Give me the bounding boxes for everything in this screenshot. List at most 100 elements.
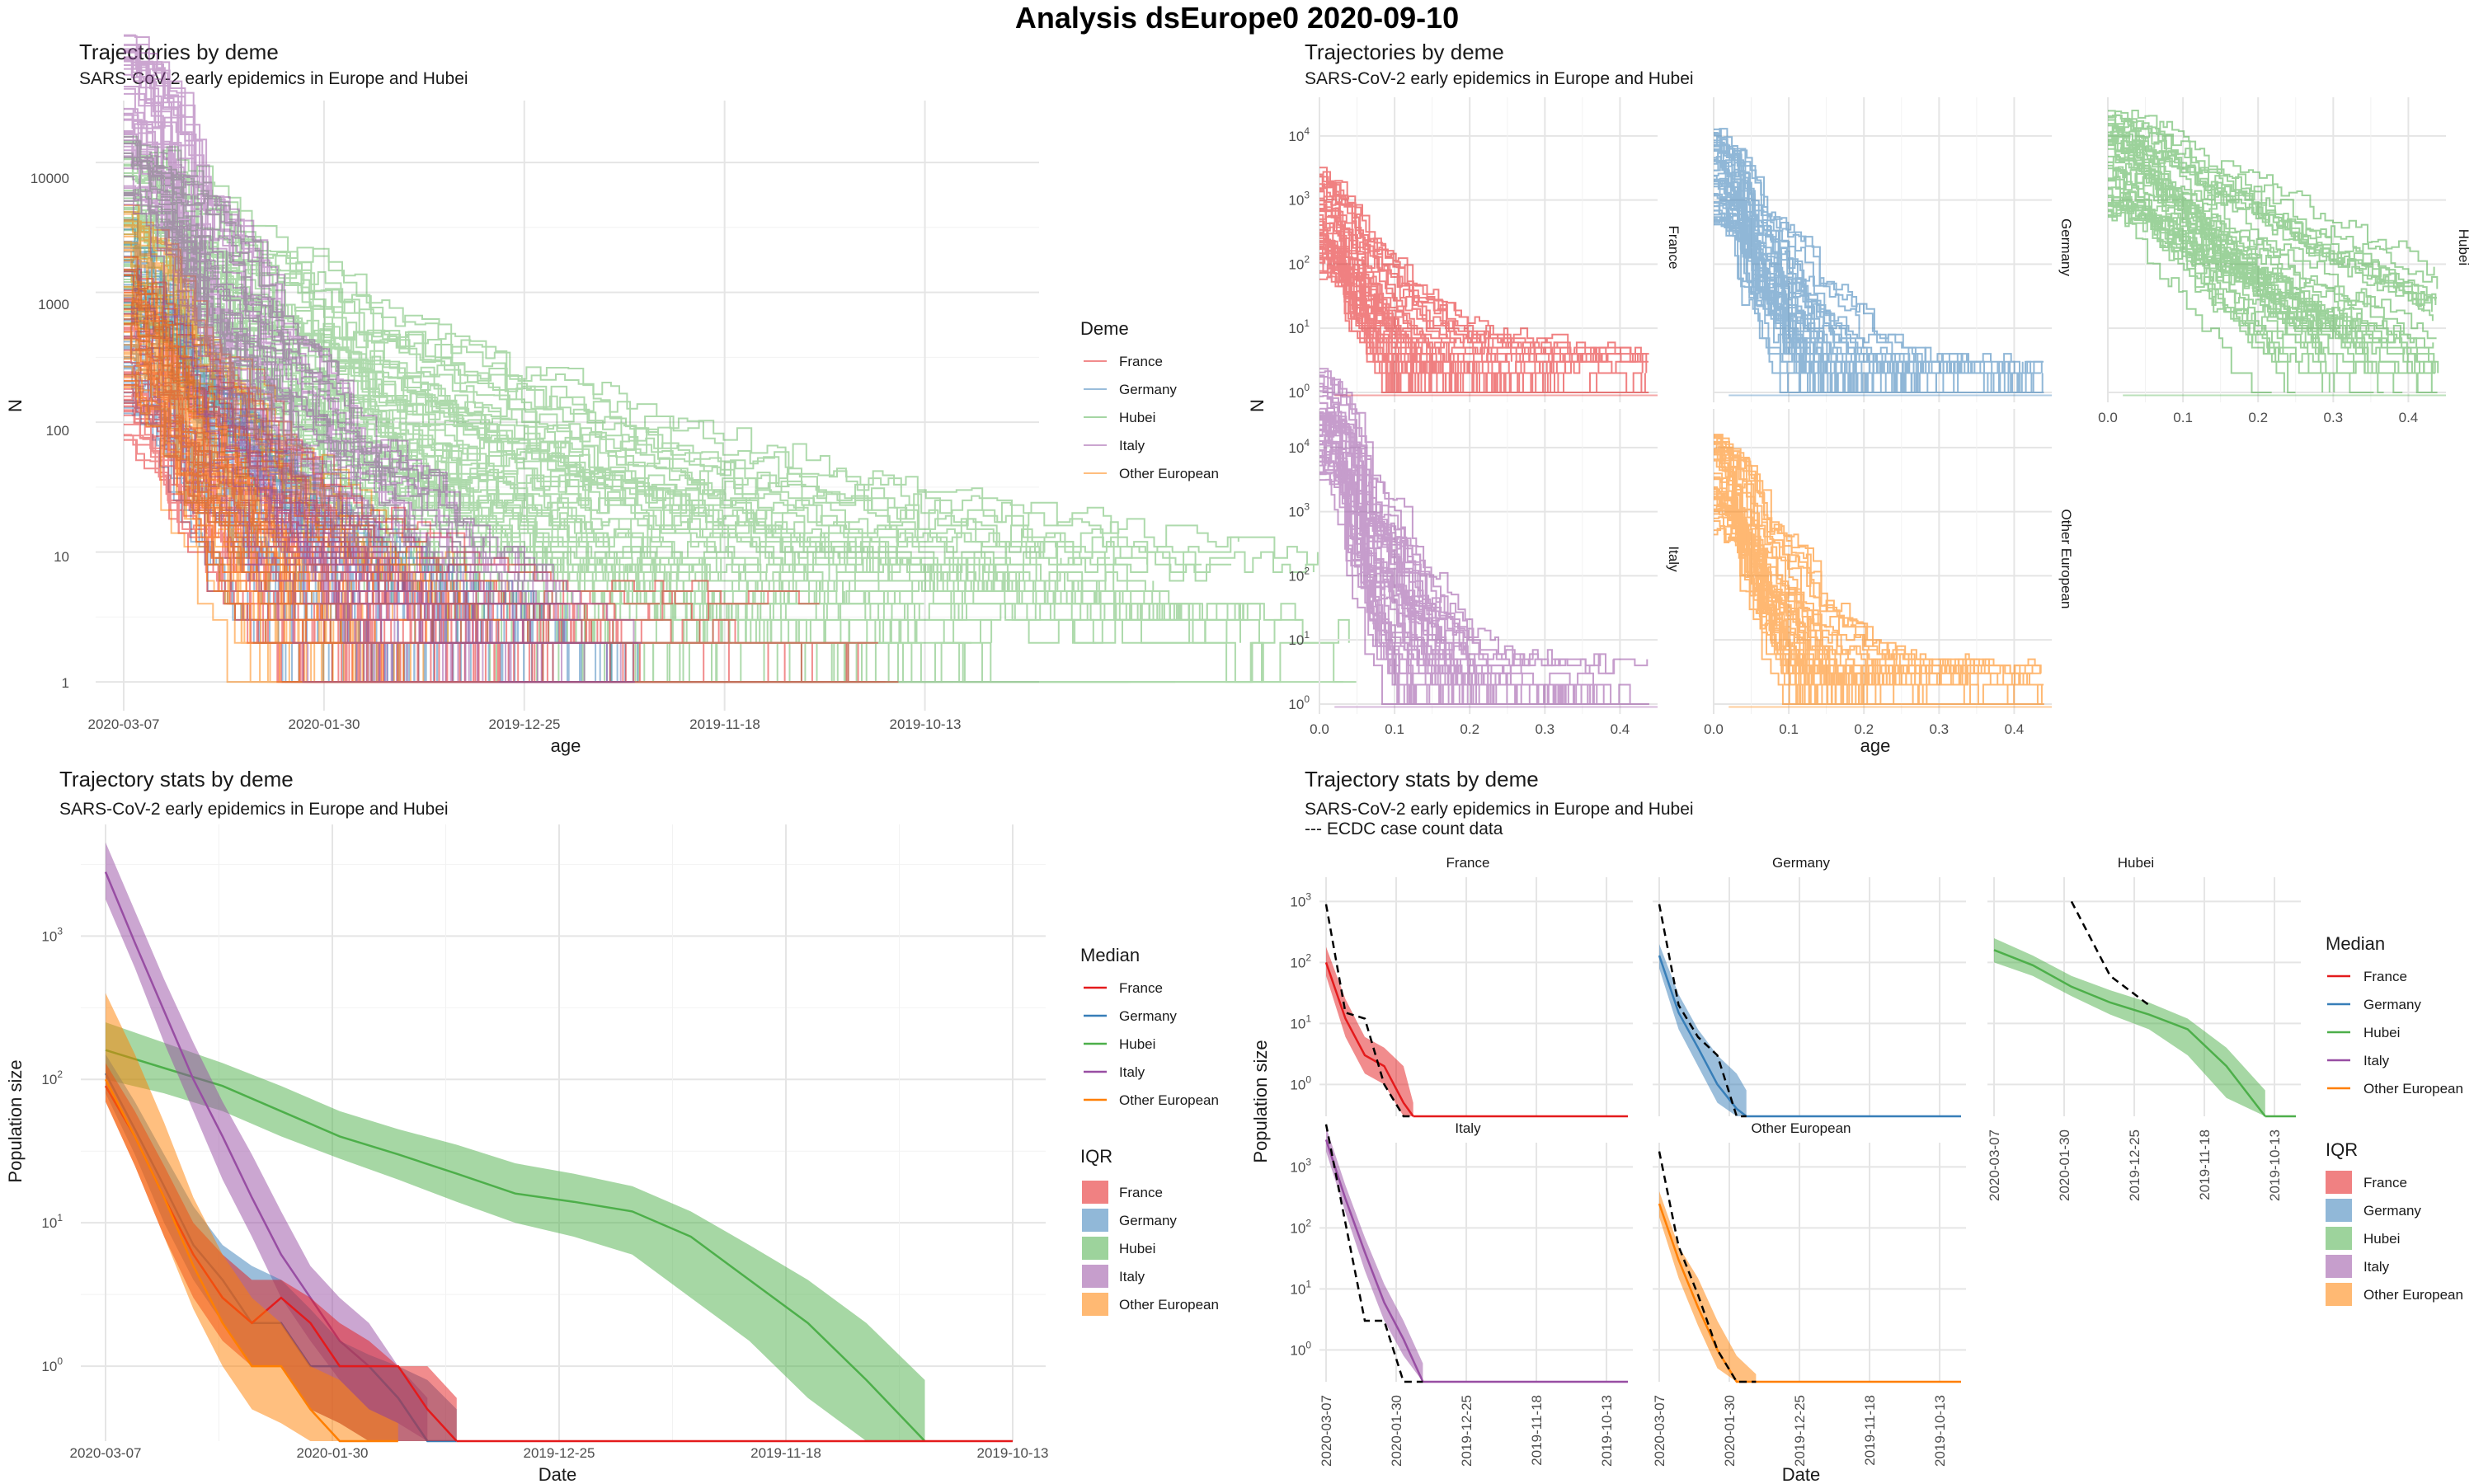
facet-xtick: 2019-11-18: [1862, 1395, 1878, 1466]
trajectory-line: [1319, 234, 1648, 393]
trajectory-line: [2108, 114, 2425, 312]
trajectory-line: [1319, 390, 1574, 705]
series-germany: [1658, 904, 1961, 1118]
panel-d-xlabel: Date: [1782, 1464, 1820, 1484]
trajectory-line: [124, 158, 1110, 573]
legend-key-iqr-france: [2326, 1171, 2352, 1194]
facet-other-european: 0.0 0.1 0.2 0.3 0.4: [1704, 409, 2052, 737]
legend-key-iqr-hubei: [1082, 1237, 1108, 1260]
trajectory-line: [124, 302, 365, 644]
panel-traj-combined: Trajectories by deme SARS-CoV-2 early ep…: [5, 34, 1357, 756]
trajectory-line: [1714, 141, 2043, 374]
facet-xtick: 0.0: [1310, 721, 1329, 737]
panel-d-subtitle-ecdc: --- ECDC case count data: [1305, 819, 1503, 838]
facet-xtick: 0.3: [1536, 721, 1555, 737]
legend-label: Hubei: [1119, 1241, 1155, 1256]
trajectory-line: [124, 160, 483, 683]
iqr-band: [106, 1063, 457, 1441]
facet-xtick: 2019-12-25: [2127, 1129, 2142, 1201]
tick-exponent: 3: [1304, 501, 1310, 513]
series-other-european: [1658, 1151, 1961, 1383]
tick-base: 10: [1288, 697, 1304, 712]
strip-italy: Italy: [1455, 1120, 1481, 1136]
trajectory-line: [124, 68, 514, 621]
trajectory-line: [1319, 412, 1648, 705]
series-hubei: [2108, 110, 2446, 397]
tick-base: 10: [1290, 1220, 1305, 1236]
panel-c-xtick: 2019-11-18: [750, 1445, 821, 1461]
legend-label: Germany: [1119, 1008, 1177, 1024]
legend-title: Deme: [1080, 318, 1129, 339]
panel-a-subtitle: SARS-CoV-2 early epidemics in Europe and…: [79, 69, 468, 88]
tick-exponent: 0: [57, 1355, 63, 1367]
tick-base: 10: [1290, 894, 1305, 909]
facet-xtick: 2019-11-18: [2197, 1129, 2213, 1200]
legend-label: Italy: [2363, 1259, 2390, 1275]
panel-c-legend: Median IQR France Germany Hubei Italy Ot…: [1080, 945, 1219, 1316]
series-hubei: [1993, 900, 2296, 1118]
panel-c-subtitle: SARS-CoV-2 early epidemics in Europe and…: [59, 800, 449, 819]
trajectory-line: [124, 58, 548, 605]
panel-c-xtick: 2020-01-30: [297, 1445, 369, 1461]
strip-france: France: [1666, 226, 1681, 270]
tick-exponent: 1: [1304, 317, 1310, 329]
tick-base: 10: [41, 1215, 57, 1231]
median-line: [1324, 961, 1414, 1117]
facet-ytick: 104: [1288, 125, 1310, 144]
tick-base: 10: [1290, 955, 1305, 970]
legend-label: Other European: [1119, 1092, 1219, 1108]
trajectory-line: [2108, 148, 2366, 355]
facet-germany: [1713, 97, 2052, 402]
facet-ytick: 103: [1288, 190, 1310, 209]
trajectory-line: [124, 198, 356, 683]
trajectory-line: [124, 160, 1232, 582]
strip-hubei: Hubei: [2456, 229, 2472, 265]
iqr-band: [106, 993, 398, 1441]
facet-xtick: 0.2: [2248, 410, 2268, 425]
panel-a-xlabel: age: [551, 735, 581, 756]
tick-exponent: 2: [1304, 253, 1310, 265]
ecdc-line: [2070, 900, 2150, 1007]
panel-b-title: Trajectories by deme: [1305, 40, 1504, 64]
trajectory-line: [1319, 235, 1526, 393]
panel-c-xtick: 2019-12-25: [524, 1445, 595, 1461]
ecdc-line: [1658, 1151, 1757, 1383]
tick-exponent: 4: [1304, 437, 1310, 448]
trajectory-line: [124, 141, 819, 573]
tick-base: 10: [1288, 129, 1304, 144]
tick-exponent: 2: [1305, 1217, 1311, 1228]
tick-exponent: 0: [1305, 1339, 1311, 1350]
trajectory-line: [1319, 461, 1611, 705]
panel-a-title: Trajectories by deme: [79, 40, 279, 64]
ecdc-line: [1658, 904, 1747, 1118]
legend-label: Italy: [1119, 1269, 1145, 1284]
facet-ytick: 103: [1290, 1156, 1311, 1175]
series-other-european: [104, 993, 398, 1443]
legend-label: Germany: [2363, 997, 2421, 1012]
facet-ytick: 102: [1288, 565, 1310, 584]
facet-xtick: 2019-12-25: [1459, 1395, 1475, 1467]
panel-a-xtick: 2019-12-25: [489, 716, 561, 732]
panel-a-series: [124, 34, 1357, 683]
trajectory-line: [124, 143, 1239, 553]
legend-label: Hubei: [1119, 410, 1155, 425]
trajectory-line: [124, 190, 1178, 621]
strip-germany: Germany: [1772, 855, 1830, 871]
legend-label: Germany: [1119, 1213, 1177, 1228]
median-line: [1658, 1203, 1757, 1383]
facet-xtick: 2019-10-13: [1932, 1395, 1948, 1467]
legend-key-iqr-germany: [1082, 1209, 1108, 1232]
trajectory-line: [124, 87, 346, 643]
legend-key-iqr-italy: [2326, 1255, 2352, 1278]
trajectory-line: [1714, 160, 1975, 393]
panel-c-xtick: 2019-10-13: [977, 1445, 1049, 1461]
panel-a-legend: Deme France Germany Hubei Italy Other Eu…: [1080, 318, 1219, 481]
panel-a-ytick: 10: [54, 549, 69, 565]
panel-a-ylabel: N: [5, 399, 26, 412]
trajectory-line: [1319, 411, 1647, 705]
legend-label: France: [1119, 980, 1163, 996]
strip-other-european: Other European: [1752, 1120, 1851, 1136]
tick-base: 10: [1288, 632, 1304, 648]
